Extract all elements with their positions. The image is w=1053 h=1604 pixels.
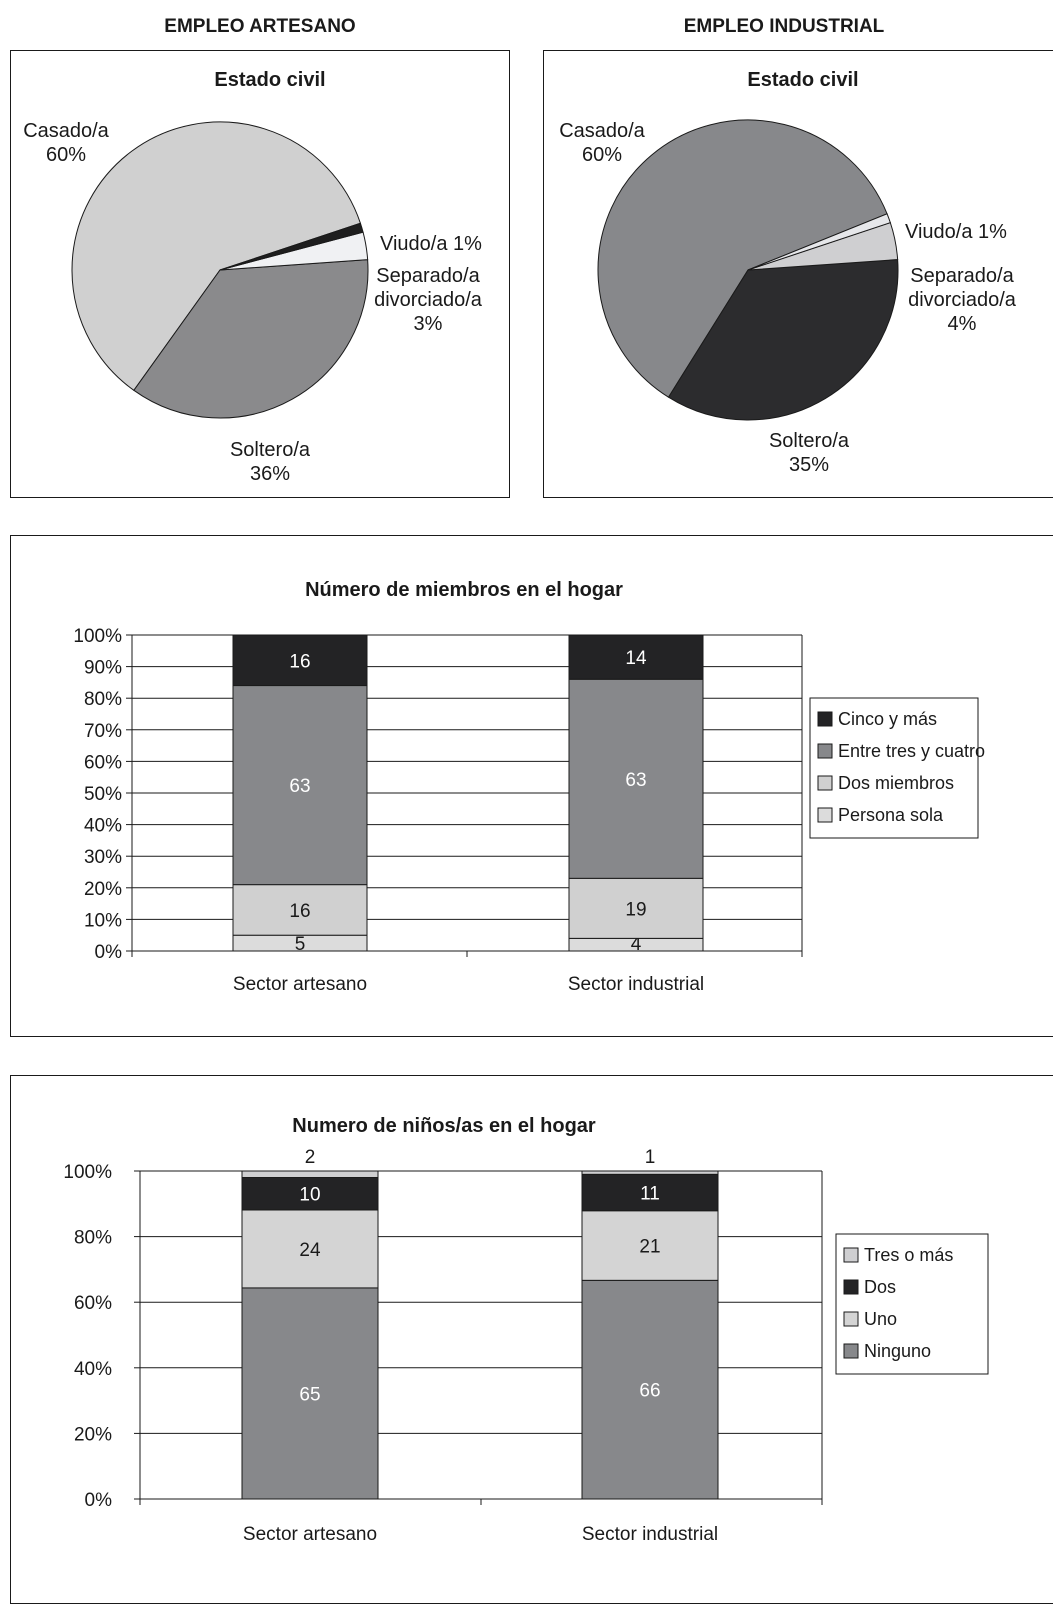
bar-segment	[581, 1279, 719, 1500]
y-tick-label: 40%	[84, 816, 122, 837]
bar-value-label: 5	[295, 934, 306, 955]
pie-slice-label: 4%	[948, 313, 977, 335]
legend-label: Tres o más	[864, 1245, 953, 1265]
y-tick-label: 100%	[73, 626, 122, 647]
pie-slice-label: Viudo/a 1%	[905, 221, 1007, 243]
pie-slice	[133, 259, 369, 419]
pie-slice	[219, 222, 364, 271]
pie-slice-label: divorciado/a	[908, 289, 1017, 311]
pie-slice	[71, 121, 362, 392]
y-tick-label: 90%	[84, 658, 122, 679]
y-tick-label: 70%	[84, 721, 122, 742]
pie-title: Estado civil	[747, 69, 858, 91]
pie-slice-label: Casado/a	[559, 120, 645, 142]
y-tick-label: 30%	[84, 847, 122, 868]
pie-slice-label: 60%	[582, 144, 622, 166]
bar-value-label: 2	[305, 1147, 316, 1168]
bar-value-label: 16	[289, 651, 310, 672]
bar-value-label: 63	[289, 776, 310, 797]
y-tick-label: 0%	[85, 1490, 113, 1511]
bar-value-label: 14	[625, 648, 647, 669]
bar-value-label: 19	[625, 899, 646, 920]
legend-box	[809, 697, 979, 839]
legend-swatch	[817, 775, 833, 791]
pie-slice-label: Viudo/a 1%	[380, 233, 482, 255]
x-category-label: Sector industrial	[582, 1524, 718, 1545]
bar-segment	[232, 884, 368, 936]
legend-label: Persona sola	[838, 805, 944, 825]
pie-slice-label: Casado/a	[23, 120, 109, 142]
legend-swatch	[843, 1311, 859, 1327]
bar-segment	[581, 1210, 719, 1281]
bar-value-label: 10	[299, 1185, 320, 1206]
legend-label: Dos miembros	[838, 773, 954, 793]
legend-label: Dos	[864, 1277, 896, 1297]
y-tick-label: 0%	[95, 942, 123, 963]
bar-value-label: 24	[299, 1240, 321, 1261]
pie-slice	[667, 259, 899, 421]
pie-title: Estado civil	[214, 69, 325, 91]
pie-slice-label: Separado/a	[376, 265, 480, 287]
heading-industrial: EMPLEO INDUSTRIAL	[683, 16, 885, 37]
pie-slice-label: Soltero/a	[230, 439, 311, 461]
legend-swatch	[843, 1343, 859, 1359]
bar-value-label: 11	[640, 1184, 660, 1205]
bar-value-label: 16	[289, 901, 310, 922]
legend-label: Entre tres y cuatro	[838, 741, 985, 761]
pie-slice	[597, 119, 888, 398]
bar-segment	[568, 634, 704, 680]
x-category-label: Sector industrial	[568, 974, 704, 995]
pie-slice-label: divorciado/a	[374, 289, 483, 311]
y-tick-label: 100%	[63, 1162, 112, 1183]
bar-segment	[232, 634, 368, 687]
y-tick-label: 80%	[84, 689, 122, 710]
y-tick-label: 20%	[74, 1424, 112, 1445]
y-tick-label: 10%	[84, 910, 122, 931]
legend-label: Uno	[864, 1309, 897, 1329]
y-tick-label: 60%	[84, 752, 122, 773]
bar-segment	[581, 1173, 719, 1212]
bar-value-label: 66	[639, 1381, 660, 1402]
y-tick-label: 20%	[84, 879, 122, 900]
bar-segment	[241, 1170, 379, 1178]
x-category-label: Sector artesano	[243, 1524, 377, 1545]
bar-segment	[241, 1287, 379, 1500]
pie-slice	[747, 213, 891, 271]
bar-value-label: 21	[639, 1237, 660, 1258]
pie-slice-label: 35%	[789, 454, 829, 476]
bar-value-label: 1	[645, 1147, 656, 1168]
x-category-label: Sector artesano	[233, 974, 367, 995]
legend-swatch	[843, 1279, 859, 1295]
legend-label: Cinco y más	[838, 709, 937, 729]
y-tick-label: 50%	[84, 784, 122, 805]
legend-swatch	[817, 807, 833, 823]
y-tick-label: 40%	[74, 1359, 112, 1380]
pie-slice-label: Soltero/a	[769, 430, 850, 452]
pie-slice-label: Separado/a	[910, 265, 1014, 287]
bar-segment	[232, 685, 368, 886]
bar-value-label: 4	[631, 934, 642, 955]
bar-chart-title: Numero de niños/as en el hogar	[292, 1115, 596, 1137]
bar-segment	[568, 678, 704, 879]
bar-value-label: 65	[299, 1384, 320, 1405]
y-tick-label: 60%	[74, 1293, 112, 1314]
pie-slice-label: 36%	[250, 463, 290, 485]
bar-segment	[241, 1176, 379, 1211]
legend-swatch	[817, 743, 833, 759]
heading-artesano: EMPLEO ARTESANO	[164, 16, 356, 37]
legend-swatch	[843, 1247, 859, 1263]
bar-segment	[581, 1170, 719, 1175]
bar-segment	[568, 877, 704, 939]
legend-label: Ninguno	[864, 1341, 931, 1361]
bar-value-label: 63	[625, 770, 646, 791]
legend-swatch	[817, 711, 833, 727]
pie-slice-label: 60%	[46, 144, 86, 166]
legend-box	[835, 1233, 989, 1375]
pie-slice-label: 3%	[414, 313, 443, 335]
y-tick-label: 80%	[74, 1228, 112, 1249]
bar-segment	[241, 1209, 379, 1289]
bar-chart-title: Número de miembros en el hogar	[305, 579, 623, 601]
